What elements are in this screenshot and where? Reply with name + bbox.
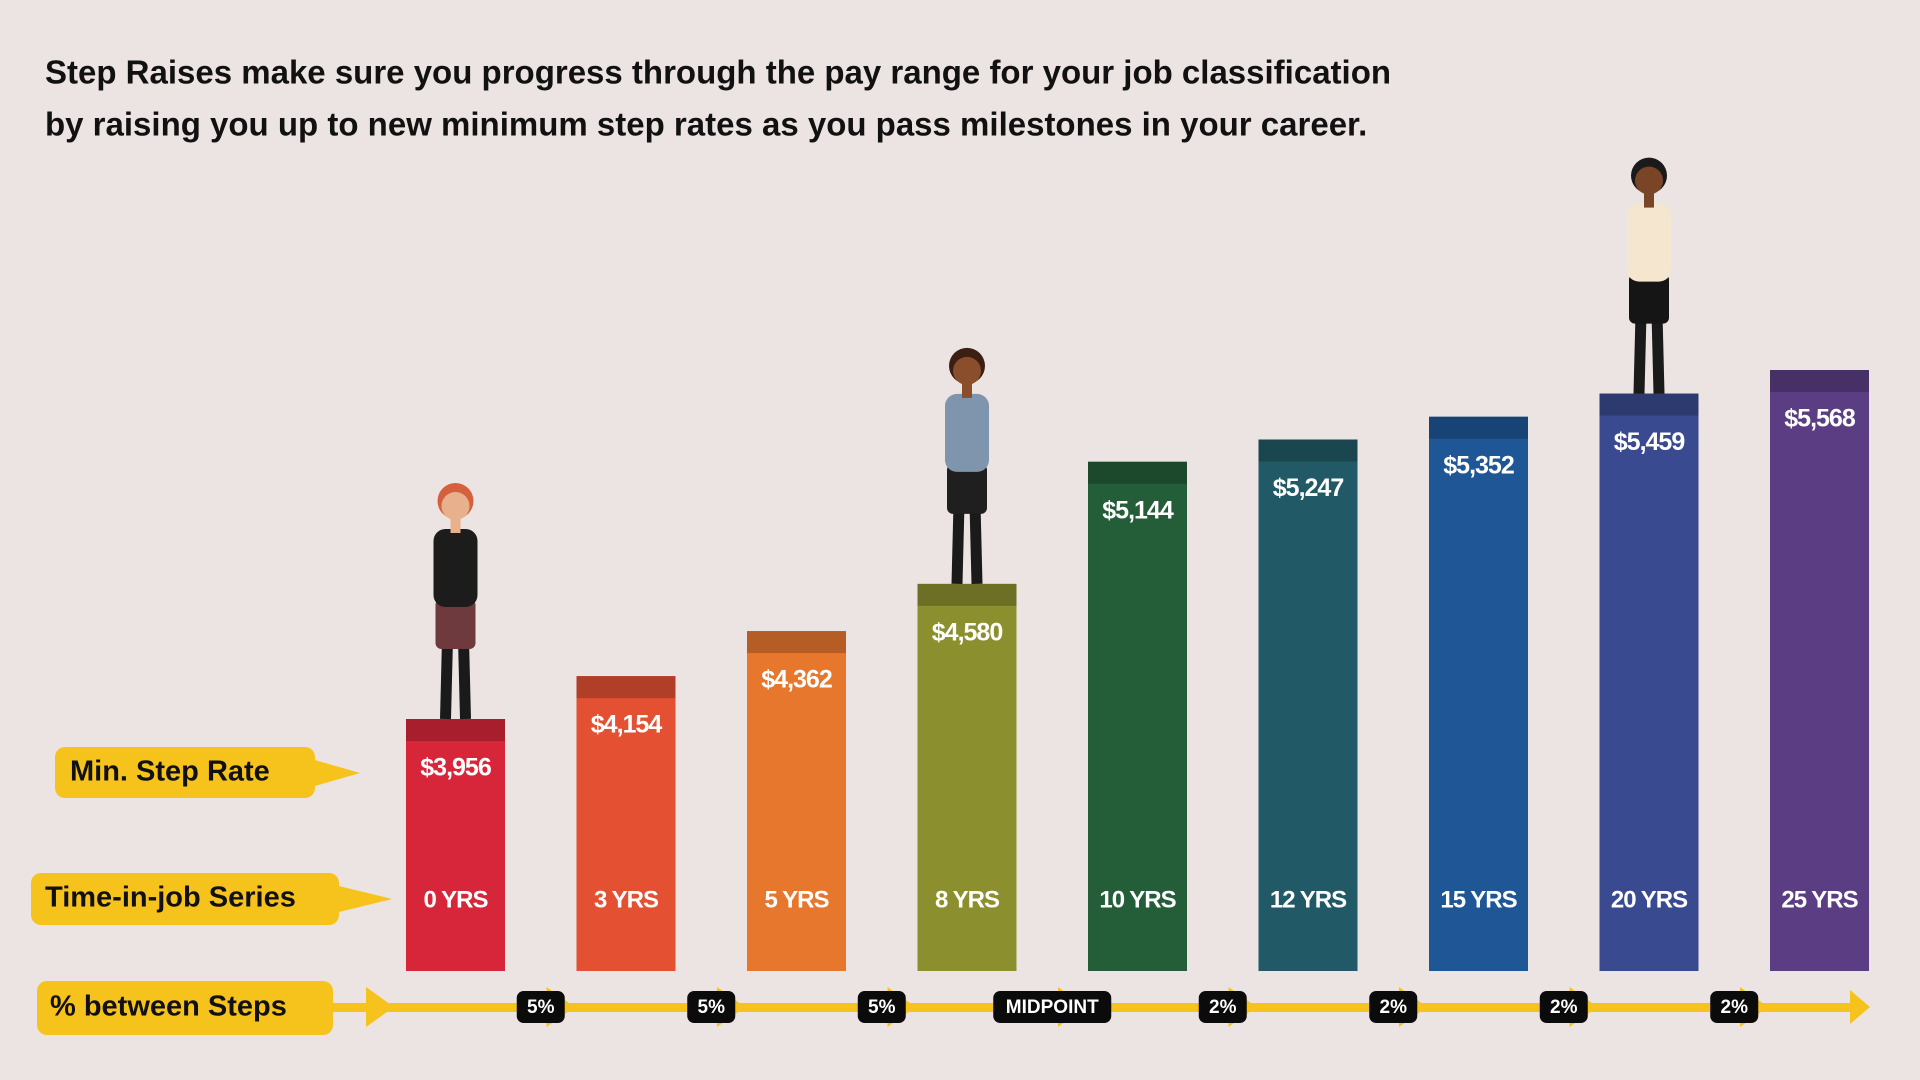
value-label: $4,580 <box>932 619 1003 647</box>
x-tick-label: 0 YRS <box>424 886 489 913</box>
bar-cap <box>1429 416 1528 439</box>
arrow-chevron <box>366 987 394 1027</box>
bar <box>917 583 1017 971</box>
value-label: $5,568 <box>1784 405 1856 433</box>
step-label: 5% <box>868 997 896 1018</box>
step-pill <box>857 991 906 1023</box>
step-label: 2% <box>1209 997 1237 1018</box>
person-head <box>1635 166 1663 195</box>
step-label: MIDPOINT <box>1006 997 1099 1018</box>
row-label-series: Time-in-job Series <box>31 873 392 925</box>
value-label: $5,247 <box>1273 474 1344 502</box>
person-leg <box>458 638 471 720</box>
x-tick-label: 10 YRS <box>1099 886 1176 913</box>
person-illustration <box>945 347 989 585</box>
bar <box>1429 416 1528 971</box>
step-pill <box>1198 991 1247 1023</box>
bar <box>1599 393 1699 971</box>
title-line: Step Raises make sure you progress throu… <box>45 54 1391 91</box>
bar-cap <box>406 719 505 741</box>
bar <box>1258 439 1358 971</box>
step-pill <box>1710 991 1759 1023</box>
step-pill <box>1369 991 1418 1023</box>
bar-cap <box>576 676 676 699</box>
row-label: Time-in-job Series <box>45 882 296 914</box>
x-tick-label: 15 YRS <box>1440 886 1517 913</box>
value-label: $4,362 <box>761 666 832 694</box>
person-head <box>953 356 981 385</box>
person-neck <box>962 383 972 398</box>
x-tick-label: 20 YRS <box>1611 886 1688 913</box>
step-label: 2% <box>1550 997 1578 1018</box>
step-pill <box>993 991 1112 1023</box>
bar-cap <box>1088 461 1187 484</box>
person-bottom <box>435 599 476 649</box>
bar <box>1770 370 1869 971</box>
x-tick-label: 8 YRS <box>935 886 1000 913</box>
person-bottom <box>947 463 987 514</box>
step-label: 5% <box>527 997 555 1018</box>
value-label: $3,956 <box>420 754 491 782</box>
person-head <box>441 492 470 520</box>
person-torso <box>1627 203 1671 282</box>
step-label: 2% <box>1380 997 1408 1018</box>
person-neck <box>450 519 461 533</box>
person-illustration <box>433 483 478 720</box>
title-line: by raising you up to new minimum step ra… <box>45 106 1367 143</box>
value-label: $5,144 <box>1102 496 1174 524</box>
person-bottom <box>1629 273 1669 324</box>
value-label: $5,459 <box>1614 428 1685 456</box>
row-label: % between Steps <box>50 991 287 1023</box>
step-pill <box>687 991 736 1023</box>
x-tick-label: 12 YRS <box>1270 886 1347 913</box>
bar <box>747 631 846 971</box>
step-pill <box>516 991 565 1023</box>
bar-cap <box>917 583 1017 606</box>
person-leg <box>951 503 965 585</box>
row-label: Min. Step Rate <box>70 756 270 788</box>
person-leg <box>1651 313 1665 394</box>
value-label: $4,154 <box>591 711 663 739</box>
bar-cap <box>1599 393 1699 416</box>
x-tick-label: 5 YRS <box>765 886 830 913</box>
person-neck <box>1644 193 1654 208</box>
bar <box>406 719 505 971</box>
step-label: 2% <box>1721 997 1749 1018</box>
person-leg <box>440 638 453 720</box>
step-label: 5% <box>698 997 726 1018</box>
x-tick-label: 25 YRS <box>1781 886 1858 913</box>
bar-cap <box>1258 439 1358 462</box>
bar <box>1088 461 1187 971</box>
bar <box>576 676 676 971</box>
step-pill <box>1539 991 1588 1023</box>
bar-cap <box>747 631 846 654</box>
person-torso <box>433 529 478 607</box>
person-illustration <box>1627 157 1671 394</box>
person-torso <box>945 393 989 472</box>
bar-cap <box>1770 370 1869 392</box>
person-leg <box>1633 313 1647 394</box>
x-tick-label: 3 YRS <box>594 886 659 913</box>
person-leg <box>969 503 983 585</box>
row-label-min-step: Min. Step Rate <box>55 747 360 798</box>
value-label: $5,352 <box>1443 451 1514 479</box>
